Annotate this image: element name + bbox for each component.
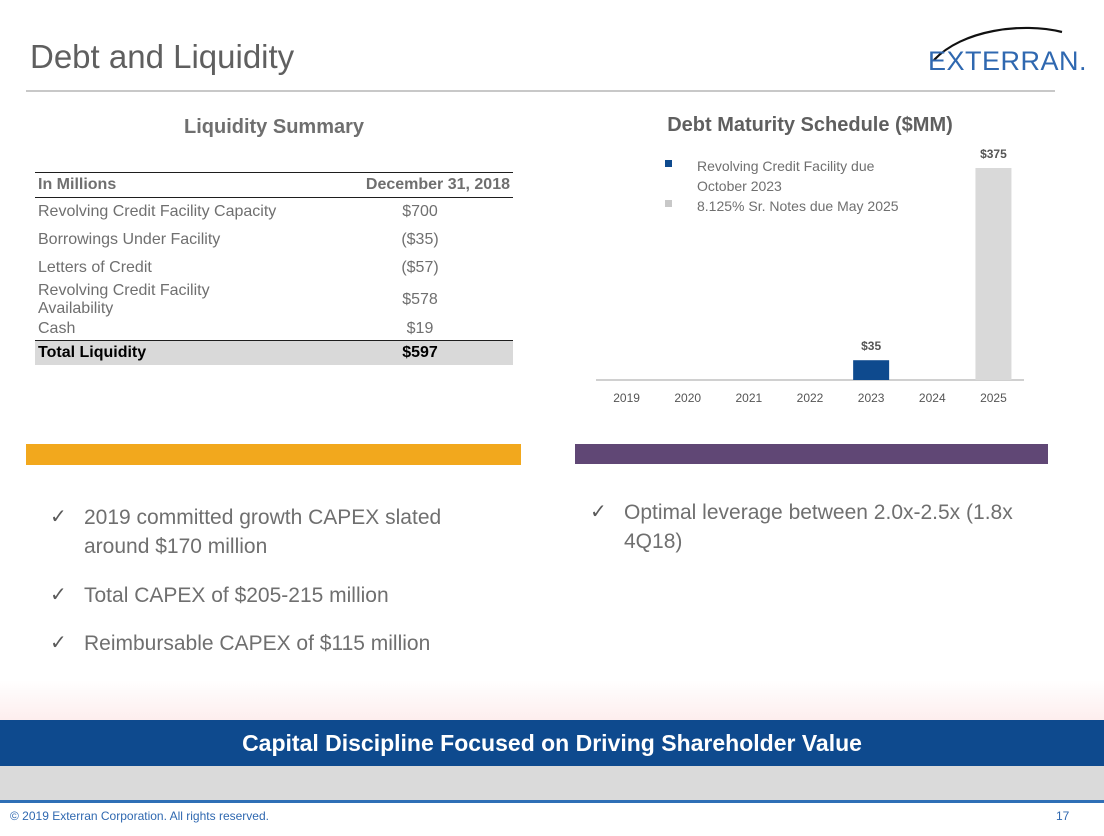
chart-legend: Revolving Credit Facility due October 20… (665, 156, 907, 216)
table-row: Borrowings Under Facility ($35) (35, 226, 513, 254)
row-label: Revolving Credit Facility Capacity (38, 203, 277, 220)
bar-2025 (975, 168, 1012, 380)
capital-discipline-banner: Capital Discipline Focused on Driving Sh… (0, 720, 1104, 766)
page-title: Debt and Liquidity (30, 38, 295, 75)
orange-accent-band (26, 444, 521, 465)
title-divider (26, 90, 1055, 92)
table-row: Revolving Credit Facility Availability $… (35, 282, 513, 318)
total-value: $597 (290, 340, 513, 365)
bullet-text: 2019 committed growth CAPEX slated aroun… (84, 506, 442, 558)
data-label-2025: $375 (980, 147, 1007, 161)
liquidity-summary-table: In Millions December 31, 2018 Revolving … (35, 172, 513, 365)
total-label: Total Liquidity (35, 340, 290, 365)
list-item: ✓ Optimal leverage between 2.0x-2.5x (1.… (590, 498, 1030, 556)
legend-swatch-revolver (665, 160, 672, 167)
table-row: Revolving Credit Facility Capacity $700 (35, 198, 513, 227)
x-tick-label: 2020 (674, 391, 701, 405)
row-value: $19 (406, 320, 434, 337)
legend-label: Revolving Credit Facility due October 20… (697, 158, 875, 194)
x-tick-label: 2022 (797, 391, 824, 405)
x-tick-label: 2021 (736, 391, 763, 405)
checkmark-icon: ✓ (50, 506, 67, 528)
row-value: ($35) (401, 231, 439, 248)
legend-swatch-notes (665, 200, 672, 207)
bar-2023 (853, 360, 890, 380)
footer-grey-band (0, 766, 1104, 800)
page-number: 17 (1056, 809, 1070, 823)
chart-title: Debt Maturity Schedule ($MM) (667, 114, 953, 136)
table-header-label: In Millions (35, 172, 290, 198)
legend-label: 8.125% Sr. Notes due May 2025 (697, 198, 899, 214)
bullet-text: Total CAPEX of $205-215 million (84, 584, 389, 607)
x-tick-label: 2025 (980, 391, 1007, 405)
right-bullet-list: ✓ Optimal leverage between 2.0x-2.5x (1.… (590, 498, 1030, 556)
left-bullet-list: ✓ 2019 committed growth CAPEX slated aro… (50, 503, 510, 658)
row-label: Letters of Credit (38, 259, 152, 276)
x-tick-label: 2019 (613, 391, 640, 405)
row-value: ($57) (401, 259, 439, 276)
exterran-logo-swoosh-icon (933, 26, 1063, 61)
checkmark-icon: ✓ (590, 501, 607, 523)
table-row: Cash $19 (35, 318, 513, 341)
liquidity-summary-title: Liquidity Summary (183, 116, 365, 138)
row-label: Borrowings Under Facility (38, 231, 221, 248)
list-item: ✓ 2019 committed growth CAPEX slated aro… (50, 503, 510, 561)
banner-fade (0, 680, 1104, 720)
exterran-logo: EXTERRAN. (928, 46, 1088, 76)
copyright-text: © 2019 Exterran Corporation. All rights … (10, 809, 269, 823)
checkmark-icon: ✓ (50, 632, 67, 654)
list-item: ✓ Reimbursable CAPEX of $115 million (50, 629, 510, 658)
checkmark-icon: ✓ (50, 584, 67, 606)
data-label-2023: $35 (861, 339, 881, 353)
footer-divider (0, 800, 1104, 803)
purple-accent-band (575, 444, 1048, 464)
debt-maturity-chart: 2019 2020 2021 2022 2023 2024 2025 $35 $375 (596, 147, 1024, 405)
bullet-text: Reimbursable CAPEX of $115 million (84, 632, 431, 655)
list-item: ✓ Total CAPEX of $205-215 million (50, 581, 510, 610)
x-tick-label: 2023 (858, 391, 885, 405)
row-label: Revolving Credit Facility Availability (38, 282, 210, 317)
x-tick-label: 2024 (919, 391, 946, 405)
legend-item: 8.125% Sr. Notes due May 2025 (665, 196, 907, 216)
row-value: $578 (402, 291, 438, 308)
row-value: $700 (402, 203, 438, 220)
legend-item: Revolving Credit Facility due October 20… (665, 156, 907, 196)
table-header-date: December 31, 2018 (290, 172, 513, 198)
bullet-text: Optimal leverage between 2.0x-2.5x (1.8x… (624, 501, 1013, 553)
table-row: Letters of Credit ($57) (35, 254, 513, 282)
row-label: Cash (38, 320, 76, 337)
total-liquidity-row: Total Liquidity $597 (35, 340, 513, 365)
